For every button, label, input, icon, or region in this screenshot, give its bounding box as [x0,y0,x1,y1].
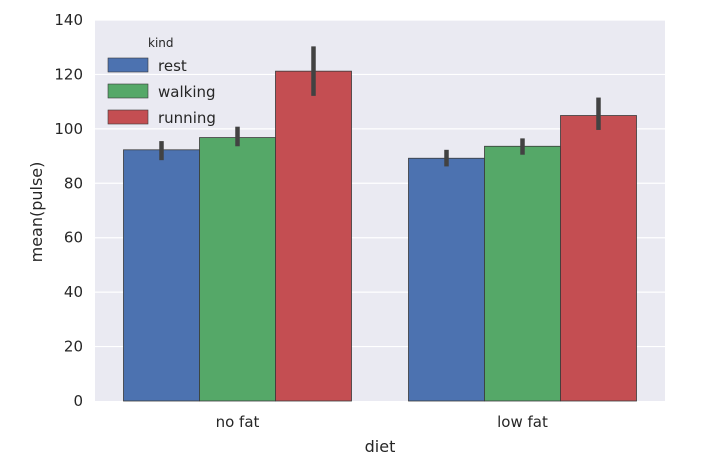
legend-swatch-walking [107,83,149,99]
legend-swatch-rest [107,57,149,73]
legend-label-running: running [158,109,216,127]
legend-title: kind [148,36,174,50]
y-tick-label: 100 [54,120,83,138]
y-tick-label: 20 [64,338,83,356]
x-axis-label: diet [365,437,396,456]
x-tick-label: no fat [216,413,260,431]
bars [123,70,637,402]
y-tick-label: 120 [54,65,83,83]
bar-rest-no-fat [123,149,200,402]
y-tick-label: 140 [54,11,83,29]
y-tick-label: 80 [64,174,83,192]
legend-swatch-running [107,109,149,125]
legend-label-rest: rest [158,57,187,75]
y-tick-label: 0 [73,392,83,410]
legend: kind rest walking running [107,36,216,127]
bar-running-low-fat [560,115,637,402]
x-tick-label: low fat [497,413,548,431]
legend-label-walking: walking [158,83,216,101]
y-axis-label: mean(pulse) [27,162,46,263]
y-tick-label: 40 [64,283,83,301]
bar-walking-no-fat [199,137,276,402]
error-bars [159,46,601,167]
y-tick-labels: 0 20 40 60 80 100 120 140 [54,11,83,410]
bar-rest-low-fat [408,157,485,402]
y-tick-label: 60 [64,229,83,247]
x-tick-labels: no fat low fat [216,413,548,431]
bar-running-no-fat [275,70,352,402]
bar-walking-low-fat [484,145,561,402]
